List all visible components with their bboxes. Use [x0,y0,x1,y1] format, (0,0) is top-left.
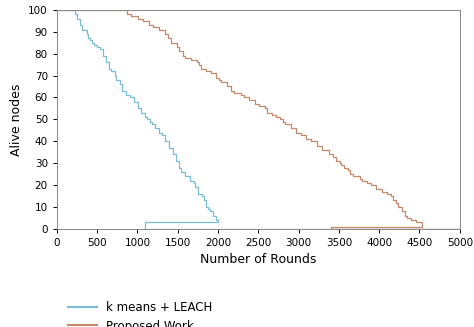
Legend: k means + LEACH, Proposed Work: k means + LEACH, Proposed Work [63,296,218,327]
Y-axis label: Alive nodes: Alive nodes [9,83,23,156]
X-axis label: Number of Rounds: Number of Rounds [200,253,317,267]
